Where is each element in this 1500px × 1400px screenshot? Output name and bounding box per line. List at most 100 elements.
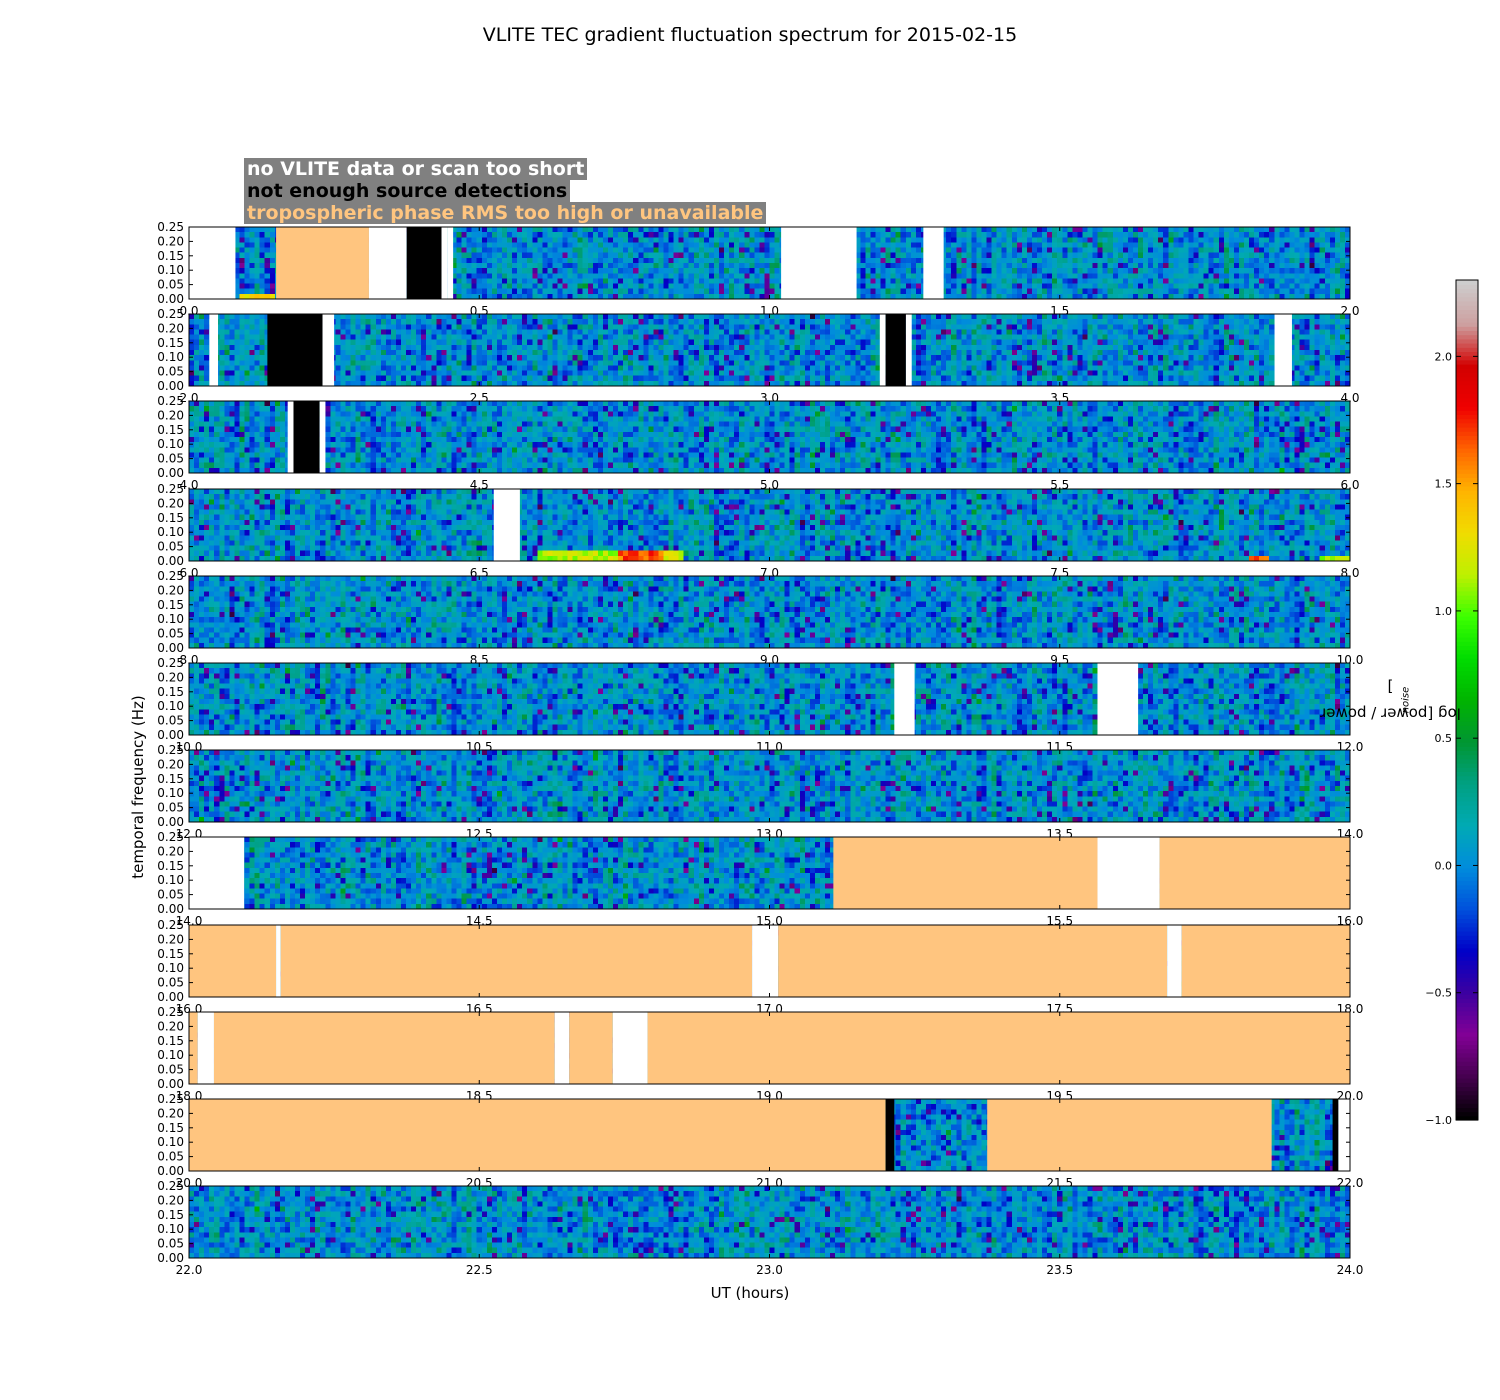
colorbar-segment xyxy=(1456,800,1478,806)
heatmap-panel-5 xyxy=(189,663,1350,735)
ytick-label: 0.20 xyxy=(157,670,184,684)
heatmap-panel-6 xyxy=(189,750,1350,822)
colorbar-segment xyxy=(1456,775,1478,781)
colorbar-segment xyxy=(1456,389,1478,394)
ytick-label: 0.00 xyxy=(157,641,184,655)
colorbar-segment xyxy=(1456,918,1478,924)
colorbar-segment xyxy=(1456,1069,1478,1075)
colorbar-segment xyxy=(1456,746,1478,751)
colorbar-segment xyxy=(1456,926,1478,932)
colorbar-segment xyxy=(1456,1103,1478,1108)
colorbar-segment xyxy=(1456,931,1478,936)
mask-white-0 xyxy=(189,227,236,299)
colorbar-segment xyxy=(1456,578,1478,583)
colorbar-segment xyxy=(1456,351,1478,357)
colorbar-segment xyxy=(1456,485,1478,491)
colorbar-tick-label: −1.0 xyxy=(1425,1114,1452,1127)
ytick-label: 0.25 xyxy=(157,482,184,496)
colorbar-segment xyxy=(1456,284,1478,289)
ytick-label: 0.00 xyxy=(157,1251,184,1265)
heatmap-panel-4 xyxy=(189,576,1350,648)
ytick-label: 0.15 xyxy=(157,423,184,437)
mask-trop-40 xyxy=(189,1099,886,1171)
colorbar-segment xyxy=(1456,788,1478,793)
colorbar-segment xyxy=(1456,410,1478,415)
colorbar-segment xyxy=(1456,309,1478,315)
panel-4: 0.000.050.100.150.200.258.0 8.5 9.0 9.5 10.0 xyxy=(157,569,1363,667)
heatmap-panel-11 xyxy=(189,1186,1350,1258)
mask-trop-1 xyxy=(276,227,369,299)
ytick-label: 0.00 xyxy=(157,815,184,829)
ytick-label: 0.15 xyxy=(157,1121,184,1135)
ytick-label: 0.05 xyxy=(157,976,184,990)
colorbar-tick-label: 2.0 xyxy=(1435,350,1453,363)
colorbar-segment xyxy=(1456,359,1478,365)
heatmap-panel-1 xyxy=(189,314,1350,386)
colorbar-segment xyxy=(1456,683,1478,688)
colorbar-segment xyxy=(1456,632,1478,638)
colorbar-segment xyxy=(1456,700,1478,705)
colorbar-segment xyxy=(1456,427,1478,432)
colorbar-segment xyxy=(1456,603,1478,609)
colorbar-segment xyxy=(1456,704,1478,709)
mask-white-17 xyxy=(319,401,326,473)
colorbar-tick-label: 1.5 xyxy=(1435,478,1453,491)
colorbar-segment xyxy=(1456,607,1478,613)
colorbar-segment xyxy=(1456,582,1478,588)
ytick-label: 0.05 xyxy=(157,452,184,466)
colorbar-tick-label: 1.0 xyxy=(1435,605,1453,618)
colorbar-segment xyxy=(1456,750,1478,756)
colorbar-segment xyxy=(1456,1111,1478,1117)
colorbar-segment xyxy=(1456,317,1478,323)
colorbar-segment xyxy=(1456,893,1478,898)
colorbar-segment xyxy=(1456,805,1478,810)
colorbar-segment xyxy=(1456,994,1478,999)
ytick-label: 0.25 xyxy=(157,1092,184,1106)
colorbar-segment xyxy=(1456,763,1478,768)
colorbar-segment xyxy=(1456,1073,1478,1079)
colorbar-tick-label: 0.5 xyxy=(1435,732,1453,745)
colorbar-segment xyxy=(1456,548,1478,554)
colorbar-segment xyxy=(1456,905,1478,911)
colorbar-segment xyxy=(1456,418,1478,424)
mask-white-10 xyxy=(322,314,335,386)
colorbar-segment xyxy=(1456,809,1478,814)
colorbar-segment xyxy=(1456,540,1478,546)
ytick-label: 0.25 xyxy=(157,918,184,932)
panel-3: 0.000.050.100.150.200.256.0 6.5 7.0 7.5 8.0 xyxy=(157,482,1359,580)
colorbar-segment xyxy=(1456,725,1478,730)
colorbar-segment xyxy=(1456,674,1478,680)
colorbar-segment xyxy=(1456,679,1478,684)
colorbar-segment xyxy=(1456,292,1478,298)
colorbar-segment xyxy=(1456,439,1478,445)
colorbar-segment xyxy=(1456,334,1478,340)
colorbar-segment xyxy=(1456,876,1478,882)
colorbar-segment xyxy=(1456,519,1478,525)
mask-white-5 xyxy=(447,227,454,299)
mask-white-13 xyxy=(905,314,912,386)
ytick-label: 0.15 xyxy=(157,772,184,786)
ytick-label: 0.10 xyxy=(157,437,184,451)
colorbar-segment xyxy=(1456,939,1478,945)
ytick-label: 0.05 xyxy=(157,1237,184,1251)
ytick-label: 0.25 xyxy=(157,830,184,844)
colorbar-segment xyxy=(1456,981,1478,987)
ytick-label: 0.05 xyxy=(157,627,184,641)
ytick-label: 0.05 xyxy=(157,1063,184,1077)
mask-trop-39 xyxy=(647,1012,1350,1084)
colorbar-segment xyxy=(1456,901,1478,907)
ytick-label: 0.10 xyxy=(157,1135,184,1149)
colorbar-label-end: ] xyxy=(1387,677,1394,696)
colorbar-segment xyxy=(1456,847,1478,852)
colorbar-segment xyxy=(1456,708,1478,714)
mask-trop-26 xyxy=(189,925,277,997)
ytick-label: 0.00 xyxy=(157,466,184,480)
colorbar-tick-label: −0.5 xyxy=(1425,987,1452,1000)
colorbar-tick-label: 0.0 xyxy=(1435,859,1453,872)
panel-1: 0.000.050.100.150.200.252.0 2.5 3.0 3.5 4.0 xyxy=(157,307,1359,405)
mask-white-34 xyxy=(197,1012,214,1084)
colorbar-segment xyxy=(1456,385,1478,390)
colorbar-segment xyxy=(1456,569,1478,575)
